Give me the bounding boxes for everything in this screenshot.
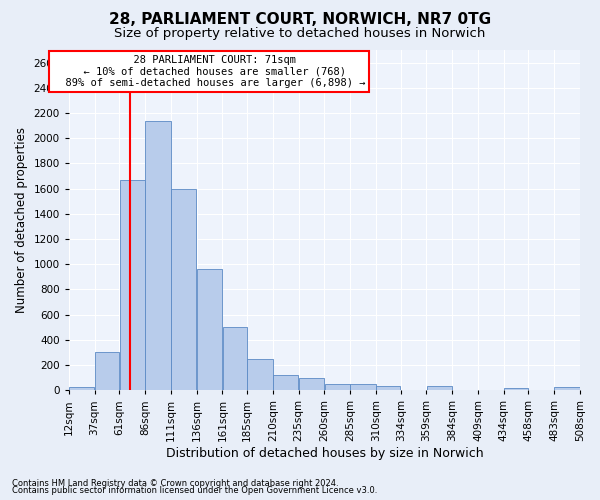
Bar — [299, 378, 324, 390]
Bar — [197, 270, 222, 390]
X-axis label: Distribution of detached houses by size in Norwich: Distribution of detached houses by size … — [166, 447, 483, 460]
Bar — [427, 386, 452, 390]
Text: 28, PARLIAMENT COURT, NORWICH, NR7 0TG: 28, PARLIAMENT COURT, NORWICH, NR7 0TG — [109, 12, 491, 28]
Text: Contains HM Land Registry data © Crown copyright and database right 2024.: Contains HM Land Registry data © Crown c… — [12, 478, 338, 488]
Bar — [223, 328, 247, 390]
Bar — [504, 388, 528, 390]
Bar — [95, 352, 119, 391]
Text: Size of property relative to detached houses in Norwich: Size of property relative to detached ho… — [115, 28, 485, 40]
Bar — [171, 190, 196, 390]
Y-axis label: Number of detached properties: Number of detached properties — [15, 127, 28, 313]
Bar — [325, 384, 350, 390]
Bar — [119, 180, 145, 390]
Bar — [273, 375, 298, 390]
Text: 28 PARLIAMENT COURT: 71sqm
  ← 10% of detached houses are smaller (768)
  89% of: 28 PARLIAMENT COURT: 71sqm ← 10% of deta… — [53, 55, 365, 88]
Bar — [376, 386, 400, 390]
Bar — [145, 120, 170, 390]
Bar — [554, 387, 580, 390]
Text: Contains public sector information licensed under the Open Government Licence v3: Contains public sector information licen… — [12, 486, 377, 495]
Bar — [247, 359, 272, 390]
Bar — [69, 387, 94, 390]
Bar — [350, 384, 376, 390]
